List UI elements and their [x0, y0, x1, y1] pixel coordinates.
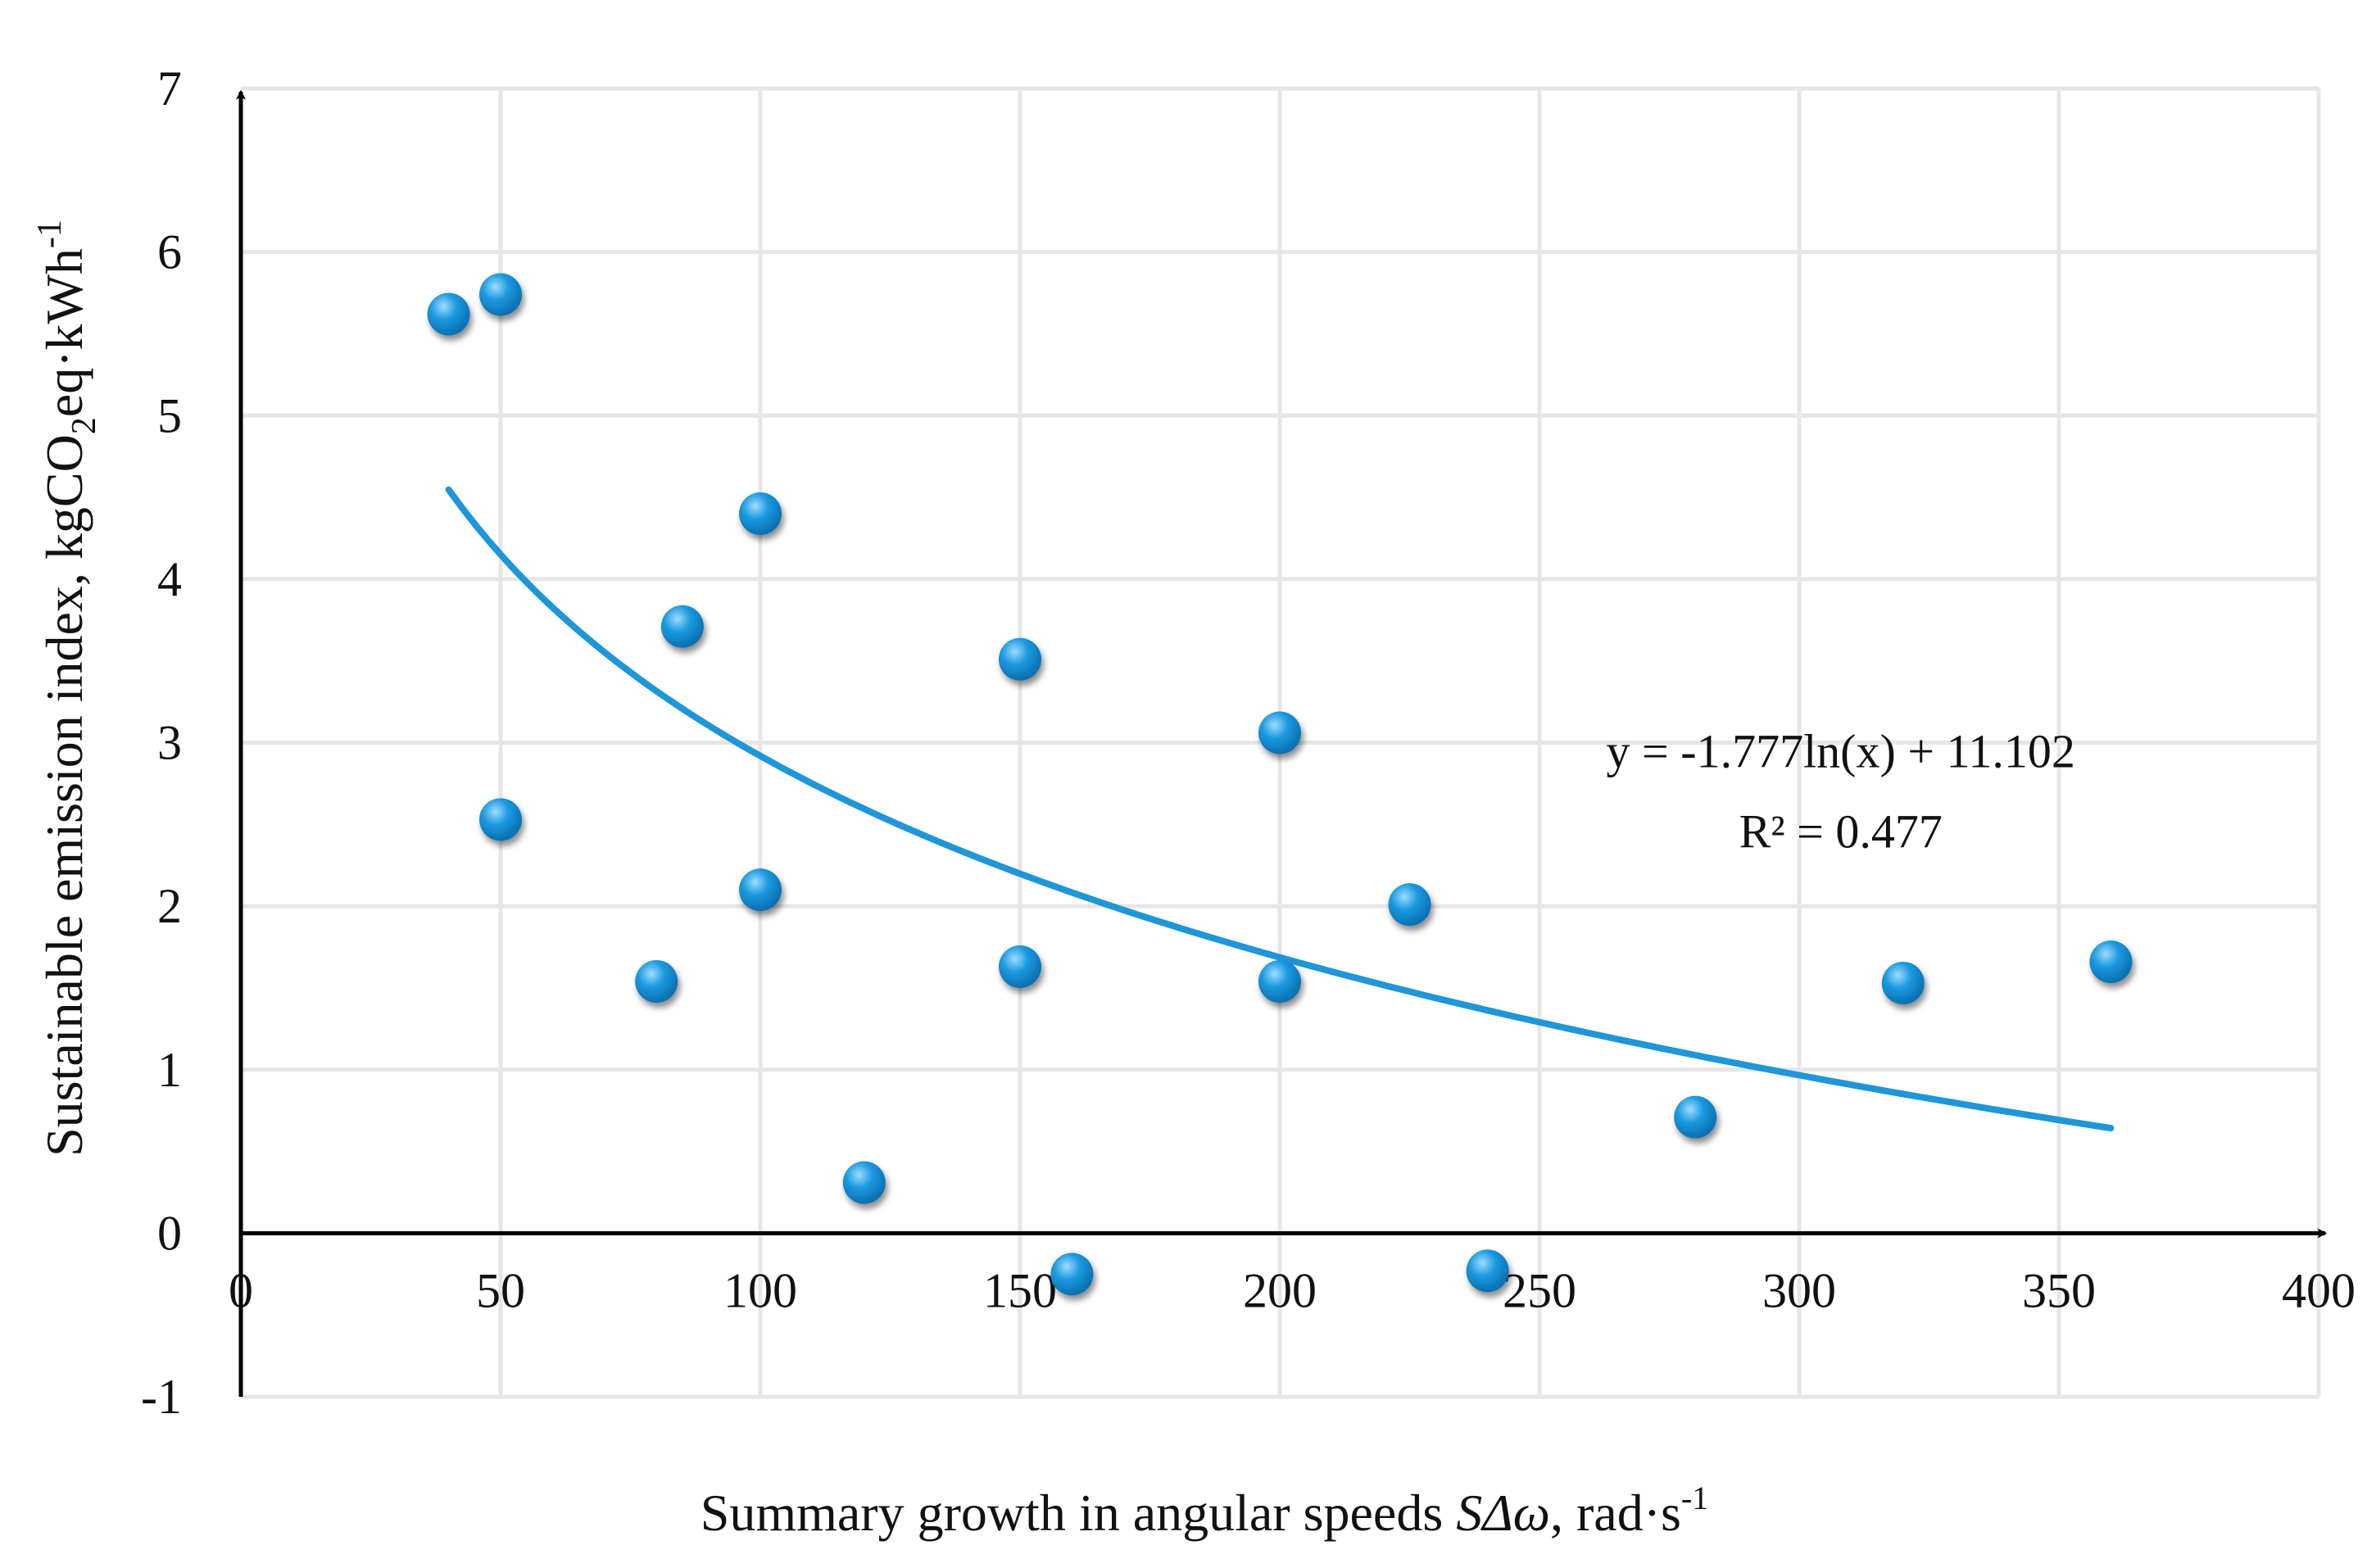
y-axis-label-main: Sustainable emission index, kgCO — [35, 434, 93, 1157]
x-tick-label-400: 400 — [2282, 1263, 2356, 1317]
y-axis-label-sup: -1 — [31, 220, 69, 248]
y-tick-label-4: 4 — [157, 552, 182, 606]
data-points — [427, 273, 2133, 1296]
trendline-r2: R² = 0.477 — [1739, 804, 1943, 858]
y-axis-label: Sustainable emission index, kgCO2eq·kWh-… — [31, 220, 103, 1157]
x-tick-label-300: 300 — [1762, 1263, 1836, 1317]
x-tick-label-150: 150 — [983, 1263, 1057, 1317]
data-point-6 — [739, 492, 782, 536]
x-tick-label-250: 250 — [1503, 1263, 1576, 1317]
data-point-3 — [479, 798, 522, 841]
x-tick-labels: 0 50 100 150 200 250 300 350 400 — [229, 1263, 2356, 1317]
y-tick-label-1: 1 — [157, 1043, 182, 1097]
data-point-9 — [999, 637, 1041, 681]
x-axis-label-sup: -1 — [1681, 1480, 1708, 1516]
data-point-17 — [1881, 961, 1925, 1004]
data-point-16 — [1674, 1095, 1717, 1139]
data-point-8 — [842, 1161, 886, 1204]
data-point-5 — [660, 605, 704, 648]
x-tick-label-50: 50 — [476, 1263, 525, 1317]
data-point-2 — [479, 273, 522, 316]
y-tick-label-5: 5 — [157, 388, 182, 442]
data-point-10 — [999, 945, 1041, 988]
y-tick-label-3: 3 — [157, 716, 182, 770]
data-point-15 — [1466, 1249, 1509, 1293]
data-point-7 — [739, 868, 782, 912]
x-axis-label-units: , rad·s — [1550, 1484, 1681, 1542]
data-point-11 — [1050, 1253, 1094, 1296]
data-point-1 — [427, 292, 470, 336]
y-tick-labels: -1 0 1 2 3 4 5 6 7 — [141, 61, 182, 1424]
x-axis-label: Summary growth in angular speeds SΔω, ra… — [701, 1480, 1709, 1542]
y-tick-label-0: 0 — [157, 1206, 182, 1260]
data-point-18 — [2089, 940, 2133, 983]
x-tick-label-200: 200 — [1243, 1263, 1317, 1317]
data-point-13 — [1258, 959, 1301, 1003]
y-axis-label-mid: eq·kWh — [35, 248, 93, 417]
x-tick-label-350: 350 — [2022, 1263, 2096, 1317]
y-tick-label-6: 6 — [157, 225, 182, 279]
x-axis-label-symbol: SΔω — [1456, 1484, 1550, 1542]
x-tick-label-100: 100 — [723, 1263, 797, 1317]
y-tick-label--1: -1 — [141, 1370, 182, 1424]
y-tick-label-7: 7 — [157, 61, 182, 116]
axes — [236, 89, 2328, 1397]
data-point-4 — [635, 959, 678, 1003]
x-tick-label-0: 0 — [229, 1263, 253, 1317]
data-point-14 — [1388, 883, 1431, 927]
y-tick-label-2: 2 — [157, 879, 182, 933]
data-point-12 — [1258, 711, 1301, 755]
trendline-equation: y = -1.777ln(x) + 11.102 — [1607, 724, 2075, 777]
trendline — [445, 486, 2115, 1132]
y-axis-label-sub: 2 — [66, 417, 103, 434]
x-axis-label-main: Summary growth in angular speeds — [701, 1484, 1457, 1542]
